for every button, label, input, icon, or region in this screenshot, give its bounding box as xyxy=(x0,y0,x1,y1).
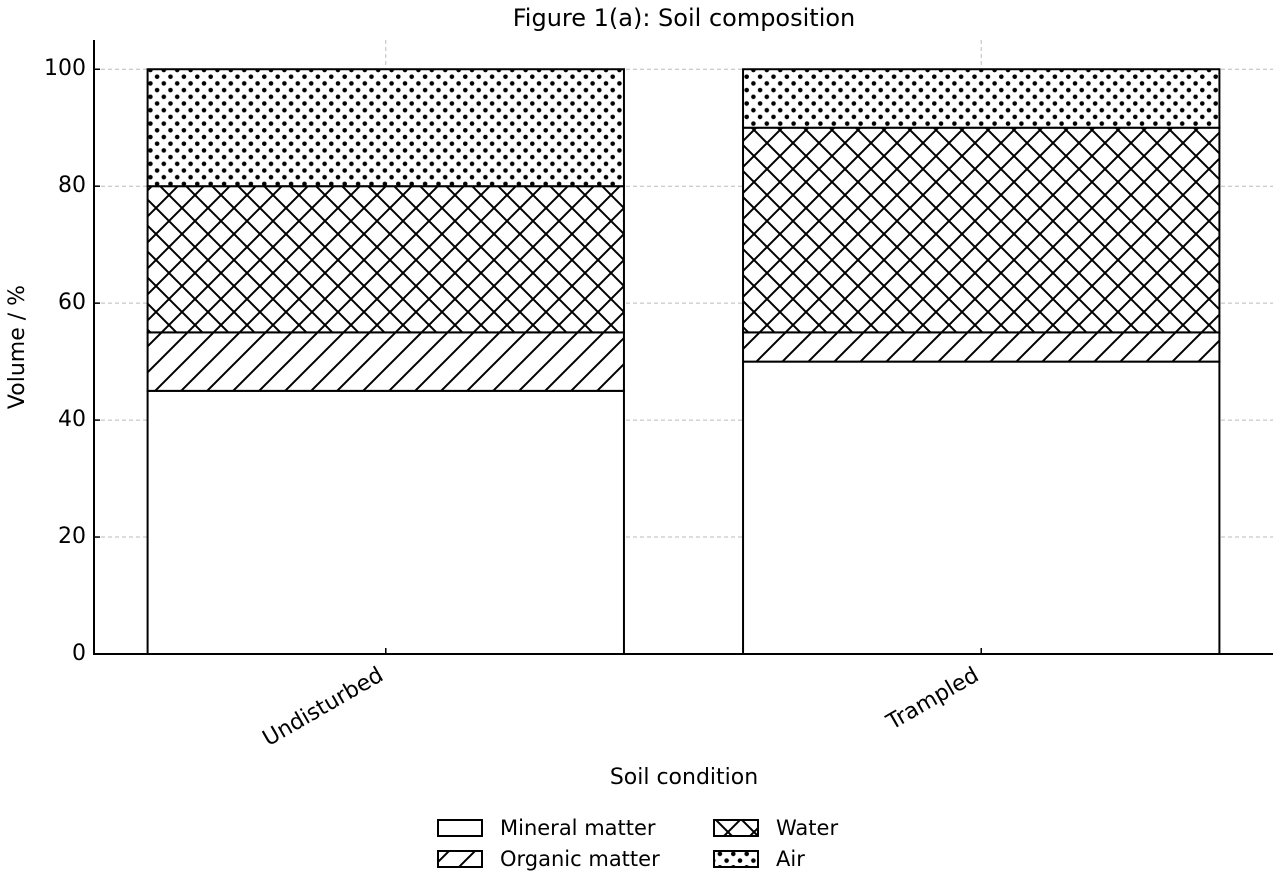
bar-hatch xyxy=(147,332,624,391)
y-tick-label: 100 xyxy=(44,56,86,81)
legend-hatch xyxy=(714,820,758,836)
legend-edge xyxy=(713,819,759,837)
x-tick-label: Trampled xyxy=(882,663,983,736)
bar-hatch xyxy=(743,69,1220,128)
legend-label: Mineral matter xyxy=(500,816,656,840)
legend-entry: Water xyxy=(713,816,838,840)
legend-hatch xyxy=(714,851,758,867)
legend-label: Air xyxy=(776,847,805,871)
legend-entry: Organic matter xyxy=(437,847,660,871)
bar-segment xyxy=(146,331,625,392)
bar-hatch xyxy=(147,69,624,187)
legend-hatch xyxy=(438,851,482,867)
x-axis-label: Soil condition xyxy=(610,765,758,790)
bar-segment xyxy=(146,68,625,188)
bar-fill xyxy=(147,390,624,654)
y-tick-label: 0 xyxy=(72,641,86,666)
chart-title: Figure 1(a): Soil composition xyxy=(513,4,856,32)
y-tick-label: 40 xyxy=(58,407,86,432)
legend-label: Water xyxy=(776,816,838,840)
bar-segment xyxy=(146,185,625,334)
legend-swatch xyxy=(438,820,482,836)
legend-entry: Air xyxy=(713,847,805,871)
bar-segment xyxy=(742,68,1221,129)
bars xyxy=(146,68,1221,655)
legend-entry: Mineral matter xyxy=(437,816,656,840)
bar-edge xyxy=(146,68,625,188)
bar-fill xyxy=(743,361,1220,654)
legend-edge xyxy=(437,850,483,868)
legend: Mineral matter Organic matter Water Air xyxy=(437,816,838,871)
bar-hatch xyxy=(743,127,1220,333)
y-tick-label: 20 xyxy=(58,524,86,549)
bar-segment xyxy=(742,331,1221,363)
legend-label: Organic matter xyxy=(500,847,660,871)
legend-edge xyxy=(713,850,759,868)
bar-segment xyxy=(742,360,1221,655)
y-tick-label: 60 xyxy=(58,290,86,315)
bar-edge xyxy=(742,68,1221,129)
bar-hatch xyxy=(147,186,624,333)
bar-hatch xyxy=(743,332,1220,362)
bar-segment xyxy=(742,126,1221,334)
y-tick-label: 80 xyxy=(58,173,86,198)
bar-segment xyxy=(146,389,625,655)
x-tick-label: Undisturbed xyxy=(259,663,388,752)
y-axis-label: Volume / % xyxy=(5,285,30,409)
legend-edge xyxy=(437,819,483,837)
